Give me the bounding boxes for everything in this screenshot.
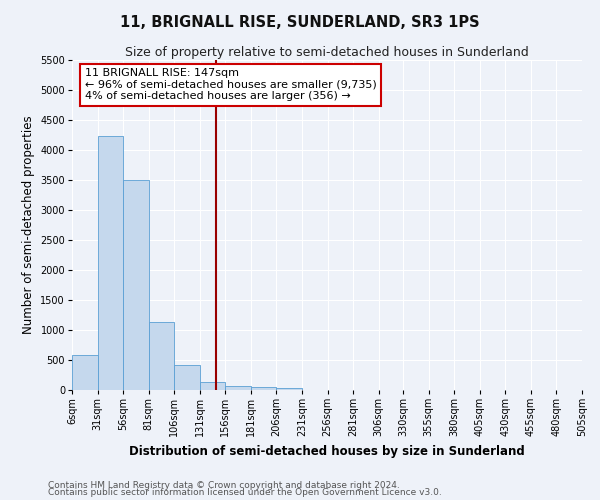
Text: Contains public sector information licensed under the Open Government Licence v3: Contains public sector information licen… — [48, 488, 442, 497]
X-axis label: Distribution of semi-detached houses by size in Sunderland: Distribution of semi-detached houses by … — [129, 444, 525, 458]
Title: Size of property relative to semi-detached houses in Sunderland: Size of property relative to semi-detach… — [125, 46, 529, 59]
Text: 11, BRIGNALL RISE, SUNDERLAND, SR3 1PS: 11, BRIGNALL RISE, SUNDERLAND, SR3 1PS — [120, 15, 480, 30]
Bar — [72, 355, 98, 390]
Text: Contains HM Land Registry data © Crown copyright and database right 2024.: Contains HM Land Registry data © Crown c… — [48, 480, 400, 490]
Text: 11 BRIGNALL RISE: 147sqm
← 96% of semi-detached houses are smaller (9,735)
4% of: 11 BRIGNALL RISE: 147sqm ← 96% of semi-d… — [85, 68, 377, 102]
Bar — [98, 136, 123, 390]
Bar — [226, 386, 251, 390]
Bar — [251, 387, 277, 390]
Bar — [277, 388, 302, 390]
Bar — [174, 365, 200, 390]
Bar — [123, 180, 149, 390]
Bar — [200, 382, 226, 390]
Y-axis label: Number of semi-detached properties: Number of semi-detached properties — [22, 116, 35, 334]
Bar — [149, 322, 174, 390]
